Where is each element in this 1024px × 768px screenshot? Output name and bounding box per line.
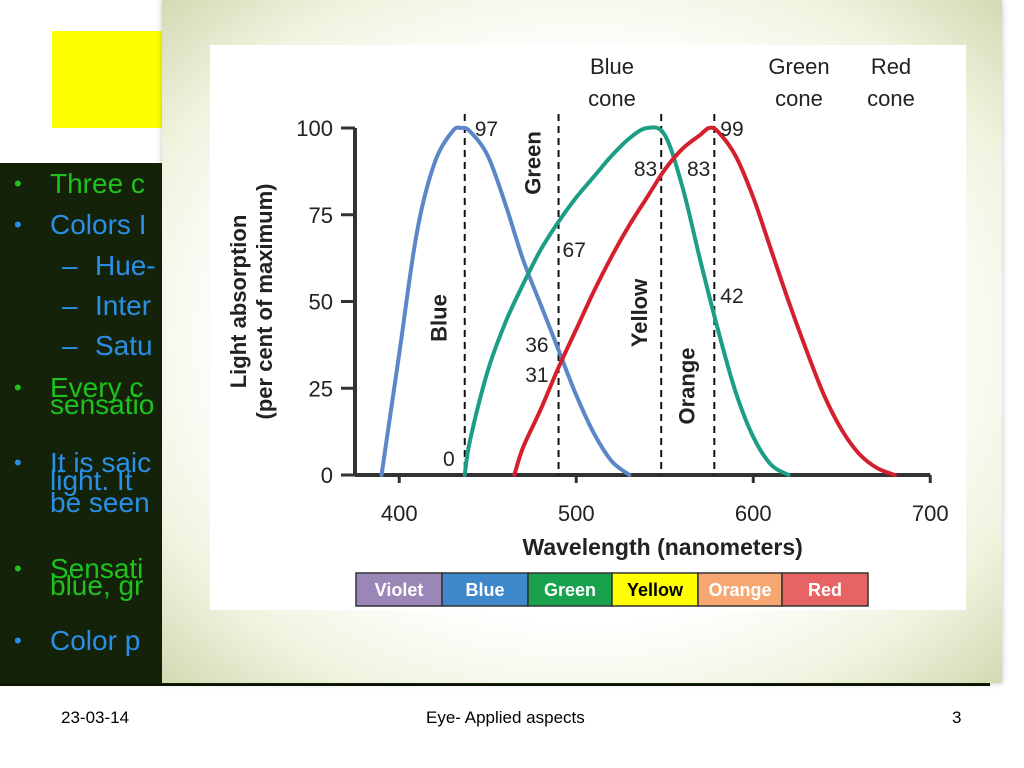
y-axis-label: (per cent of maximum) [252,184,277,420]
figure-frame: 400 500 600 700 0 25 50 75 100 Wavelength (nanome… [162,0,1002,683]
bullet-text: Sensati [50,553,144,584]
y-tick-label: 100 [296,116,333,141]
y-tick-label: 25 [309,376,333,401]
spectrum-band-label: Green [544,580,596,600]
bullet-text: be seen [50,487,150,518]
series-label: cone [867,86,915,111]
bullet-text: sensatio [50,389,155,420]
y-tick-label: 0 [321,463,333,488]
intersection-value-label: 97 [475,118,498,141]
y-axis-label: Light absorption [226,215,251,389]
marker-name-label: Blue [427,294,452,342]
marker-name-label: Orange [674,347,699,424]
sub-bullet-dash: – [62,290,78,321]
spectrum-band-label: Orange [708,580,771,600]
spectrum-band [527,572,613,607]
cone-absorption-chart: 400 500 600 700 0 25 50 75 100 Wavelength (nanome… [210,45,966,610]
bullet-text: Colors I [50,209,147,240]
bullet-text: Every c [50,372,144,403]
intersection-value-label: 83 [687,158,710,181]
spectrum-band-label: Violet [375,580,424,600]
marker-name-label: Yellow [627,278,652,347]
footer-divider [0,684,990,686]
x-tick-label: 500 [558,501,595,526]
bullet-dot: • [14,375,22,400]
bullet-text: Three c [50,168,145,199]
bullet-dot: • [14,628,22,653]
bullet-text: It is saic [50,447,152,478]
intersection-value-label: 99 [720,118,743,141]
x-tick-label: 700 [912,501,949,526]
bullet-list: • Three c • Colors I – Hue- – Inter – Satu • Every … [0,163,320,683]
footer-title: Eye- Applied aspects [426,708,585,727]
x-tick-label: 400 [381,501,418,526]
intersection-value-label: 31 [525,364,548,387]
intersection-value-label: 83 [634,158,657,181]
spectrum-band [611,572,699,607]
green-cone-curve [462,125,791,477]
title-accent-box [52,31,182,128]
sub-bullet-dash: – [62,330,78,361]
y-tick-label: 75 [309,203,333,228]
bullet-text: blue, gr [50,570,144,601]
intersection-value-label: 0 [443,448,455,471]
bullet-text: Hue- [95,250,156,281]
marker-name-label: Green [521,131,546,195]
bullet-dot: • [14,450,22,475]
series-label: Blue [590,54,634,79]
bullet-text: Color p [50,625,141,656]
spectrum-band [355,572,443,607]
bullet-text: light. It [50,465,133,496]
footer-date: 23-03-14 [61,708,130,727]
bullet-text: Inter [95,290,152,321]
spectrum-band [441,572,529,607]
series-label: Green [768,54,829,79]
blue-cone-curve [379,125,632,477]
intersection-value-label: 36 [525,334,548,357]
y-tick-label: 50 [309,290,333,315]
chart-panel [210,45,966,610]
spectrum-band [781,572,869,607]
bullet-text: Satu [95,330,153,361]
spectrum-band-label: Blue [465,580,504,600]
series-label: Red [871,54,911,79]
sub-bullet-dash: – [62,250,78,281]
bullet-dot: • [14,171,22,196]
spectrum-band-label: Yellow [627,580,684,600]
x-tick-label: 600 [735,501,772,526]
series-label: cone [588,86,636,111]
red-cone-curve [512,125,897,477]
spectrum-band [697,572,783,607]
bullet-dot: • [14,212,22,237]
spectrum-band-label: Red [808,580,842,600]
intersection-value-label: 67 [563,239,586,262]
intersection-value-label: 42 [720,285,743,308]
series-label: cone [775,86,823,111]
page-number: 3 [952,708,962,727]
x-axis-label: Wavelength (nanometers) [522,534,802,560]
bullet-dot: • [14,556,22,581]
